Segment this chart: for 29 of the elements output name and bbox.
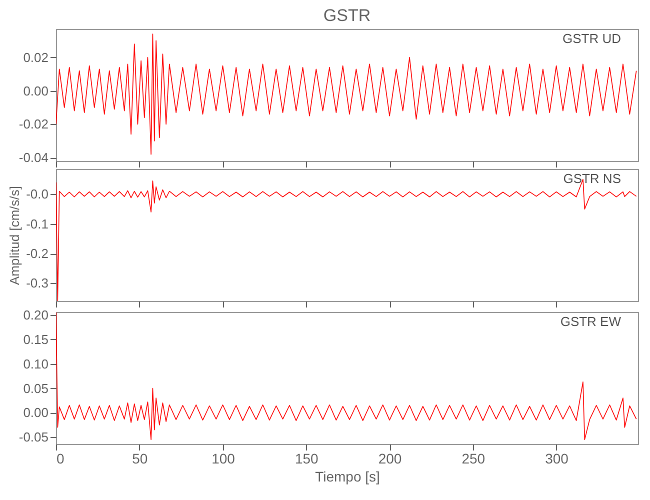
y-tick-label: -0.0 [26, 186, 48, 202]
x-tick-label: 250 [462, 450, 486, 466]
annotation: GSTR UD [562, 31, 621, 46]
x-tick-label: 50 [132, 450, 148, 466]
y-tick-label: 0.15 [23, 332, 48, 347]
chart-title: GSTR [323, 6, 371, 25]
annotation: GSTR EW [560, 314, 622, 329]
x-tick-label: 0 [56, 450, 64, 466]
y-tick-label: -0.04 [18, 150, 48, 166]
y-tick-label: -0.02 [18, 116, 48, 132]
x-tick-label: 150 [294, 450, 319, 466]
x-axis-title: Tiempo [s] [315, 468, 380, 484]
line-series [56, 34, 637, 155]
y-tick-label: 0.20 [23, 307, 48, 322]
y-axis-title: Amplitud [cm/s/s] [7, 186, 22, 285]
x-tick-label: 100 [212, 450, 236, 466]
y-tick-label: 0.02 [23, 50, 48, 65]
y-tick-label: -0.1 [26, 216, 48, 232]
x-tick-label: 200 [378, 450, 402, 466]
y-tick-label: 0.05 [23, 380, 48, 396]
y-tick-label: -0.3 [26, 276, 48, 291]
y-tick-label: -0.2 [26, 246, 48, 262]
y-tick-label: 0.00 [23, 83, 48, 98]
y-tick-label: 0.00 [23, 405, 48, 420]
y-tick-label: -0.05 [18, 430, 48, 445]
x-tick-label: 300 [545, 450, 569, 466]
y-tick-label: 0.10 [23, 356, 48, 372]
annotation: GSTR NS [563, 171, 622, 186]
line-series [56, 312, 637, 440]
